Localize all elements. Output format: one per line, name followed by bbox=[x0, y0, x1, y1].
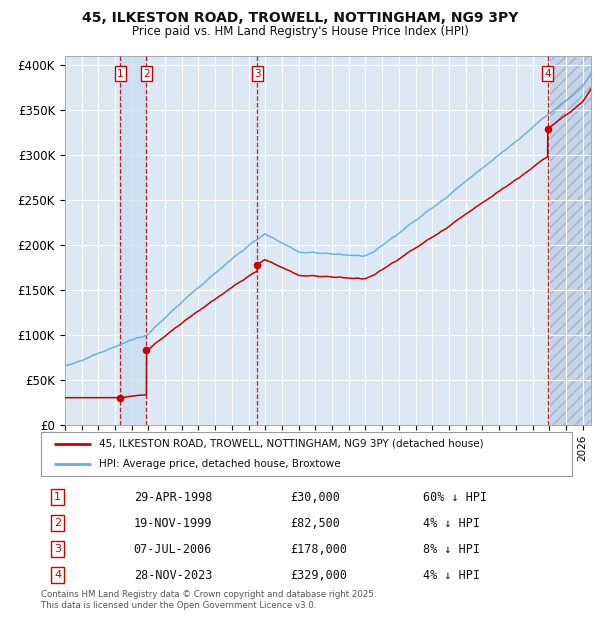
Text: £329,000: £329,000 bbox=[290, 569, 347, 582]
Text: 3: 3 bbox=[54, 544, 61, 554]
Text: 8% ↓ HPI: 8% ↓ HPI bbox=[423, 542, 480, 556]
Text: £178,000: £178,000 bbox=[290, 542, 347, 556]
Text: 4% ↓ HPI: 4% ↓ HPI bbox=[423, 569, 480, 582]
Text: 2: 2 bbox=[143, 69, 150, 79]
Text: 60% ↓ HPI: 60% ↓ HPI bbox=[423, 490, 487, 503]
Bar bbox=[548, 56, 591, 425]
Text: £30,000: £30,000 bbox=[290, 490, 340, 503]
Text: Price paid vs. HM Land Registry's House Price Index (HPI): Price paid vs. HM Land Registry's House … bbox=[131, 25, 469, 38]
Bar bbox=[121, 56, 146, 425]
Text: 1: 1 bbox=[117, 69, 124, 79]
Text: 4: 4 bbox=[54, 570, 61, 580]
Text: Contains HM Land Registry data © Crown copyright and database right 2025.
This d: Contains HM Land Registry data © Crown c… bbox=[41, 590, 376, 609]
Text: 19-NOV-1999: 19-NOV-1999 bbox=[134, 516, 212, 529]
Text: 3: 3 bbox=[254, 69, 260, 79]
Text: 28-NOV-2023: 28-NOV-2023 bbox=[134, 569, 212, 582]
Text: 45, ILKESTON ROAD, TROWELL, NOTTINGHAM, NG9 3PY (detached house): 45, ILKESTON ROAD, TROWELL, NOTTINGHAM, … bbox=[99, 438, 484, 449]
Text: 29-APR-1998: 29-APR-1998 bbox=[134, 490, 212, 503]
Text: 07-JUL-2006: 07-JUL-2006 bbox=[134, 542, 212, 556]
Text: £82,500: £82,500 bbox=[290, 516, 340, 529]
Text: HPI: Average price, detached house, Broxtowe: HPI: Average price, detached house, Brox… bbox=[99, 459, 341, 469]
Bar bbox=[548, 56, 591, 425]
Text: 1: 1 bbox=[54, 492, 61, 502]
Text: 45, ILKESTON ROAD, TROWELL, NOTTINGHAM, NG9 3PY: 45, ILKESTON ROAD, TROWELL, NOTTINGHAM, … bbox=[82, 11, 518, 25]
Text: 4% ↓ HPI: 4% ↓ HPI bbox=[423, 516, 480, 529]
FancyBboxPatch shape bbox=[41, 432, 572, 476]
Text: 2: 2 bbox=[54, 518, 61, 528]
Text: 4: 4 bbox=[544, 69, 551, 79]
